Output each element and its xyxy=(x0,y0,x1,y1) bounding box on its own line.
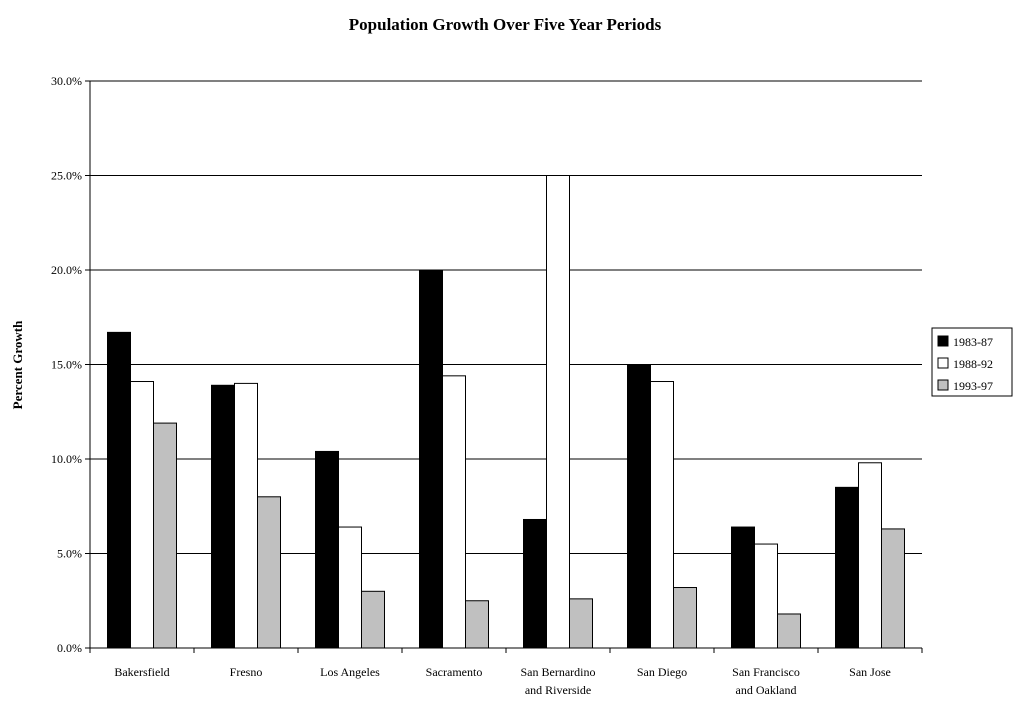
bar-1988-92 xyxy=(338,526,362,649)
bar-1983-87 xyxy=(315,450,339,649)
x-category-label: San Francisco xyxy=(732,665,800,679)
bar-1988-92 xyxy=(858,462,882,649)
y-tick-label: 10.0% xyxy=(51,452,82,466)
bar-1993-97 xyxy=(361,590,385,649)
bar-1993-97 xyxy=(153,422,177,649)
bar-1993-97 xyxy=(673,587,697,649)
x-category-label: San Jose xyxy=(849,665,891,679)
bar-1983-87 xyxy=(107,331,131,649)
y-tick-label: 0.0% xyxy=(57,641,82,655)
y-axis-label: Percent Growth xyxy=(10,320,25,409)
legend-swatch xyxy=(937,357,949,369)
bar-1993-97 xyxy=(881,528,905,649)
legend-swatch xyxy=(937,379,949,391)
bar-1988-92 xyxy=(130,381,154,649)
legend-swatch xyxy=(937,335,949,347)
y-tick-label: 20.0% xyxy=(51,263,82,277)
x-category-label: Fresno xyxy=(230,665,263,679)
bar-1983-87 xyxy=(627,364,651,649)
y-tick-label: 25.0% xyxy=(51,169,82,183)
legend-label: 1988-92 xyxy=(953,357,993,371)
bar-1993-97 xyxy=(777,613,801,649)
x-category-label: Sacramento xyxy=(426,665,483,679)
bar-1993-97 xyxy=(465,600,489,649)
bar-1983-87 xyxy=(419,269,443,649)
bar-1983-87 xyxy=(835,486,859,649)
bar-1988-92 xyxy=(754,543,778,649)
bar-1983-87 xyxy=(523,518,547,649)
y-tick-label: 15.0% xyxy=(51,358,82,372)
legend-label: 1983-87 xyxy=(953,335,993,349)
bar-1988-92 xyxy=(234,382,258,649)
y-tick-label: 30.0% xyxy=(51,74,82,88)
chart-title: Population Growth Over Five Year Periods xyxy=(349,15,662,34)
x-category-label: and Riverside xyxy=(525,683,591,697)
legend: 1983-87 1988-92 1993-97 xyxy=(931,327,1013,397)
bar-1983-87 xyxy=(211,384,235,649)
bar-1993-97 xyxy=(569,598,593,649)
x-category-label: San Bernardino xyxy=(521,665,596,679)
x-category-label: Los Angeles xyxy=(320,665,380,679)
x-category-label: San Diego xyxy=(637,665,687,679)
bar-1983-87 xyxy=(731,526,755,649)
bar-1988-92 xyxy=(442,375,466,649)
axes xyxy=(85,80,923,653)
x-category-label: and Oakland xyxy=(736,683,797,697)
y-tick-label: 5.0% xyxy=(57,547,82,561)
bar-1988-92 xyxy=(650,381,674,649)
legend-label: 1993-97 xyxy=(953,379,993,393)
bars xyxy=(107,175,905,649)
y-tick-labels: 0.0% 5.0% 10.0% 15.0% 20.0% 25.0% 30.0% xyxy=(51,74,82,655)
category-labels: Bakersfield Fresno Los Angeles Sacramento Sa… xyxy=(114,665,890,697)
bar-1993-97 xyxy=(257,496,281,649)
x-category-label: Bakersfield xyxy=(114,665,169,679)
bar-1988-92 xyxy=(546,175,570,649)
